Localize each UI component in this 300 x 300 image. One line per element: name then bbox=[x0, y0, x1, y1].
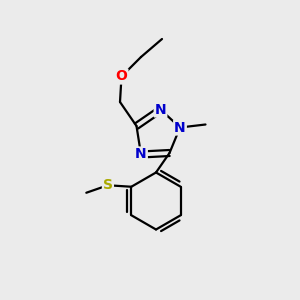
Text: N: N bbox=[155, 103, 166, 116]
Text: N: N bbox=[174, 121, 186, 134]
Text: N: N bbox=[135, 148, 147, 161]
Text: O: O bbox=[116, 70, 128, 83]
Text: S: S bbox=[103, 178, 113, 192]
